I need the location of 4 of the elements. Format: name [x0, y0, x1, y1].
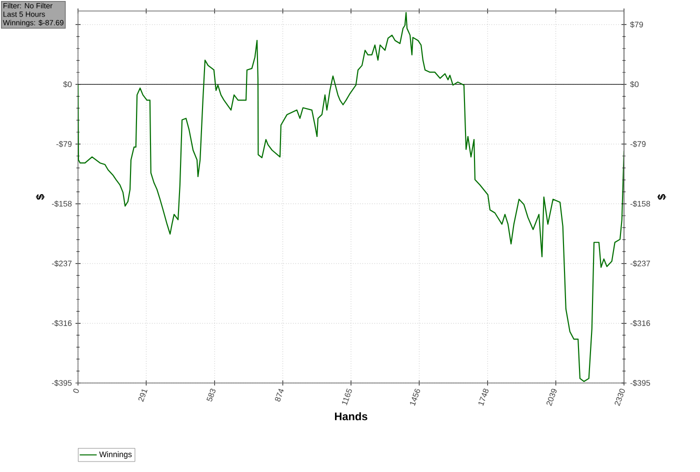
line-series: [78, 12, 624, 382]
y2-axis-title: $: [657, 194, 666, 200]
x-axis-title: Hands: [334, 412, 368, 420]
y-axis-title: $: [36, 194, 45, 200]
